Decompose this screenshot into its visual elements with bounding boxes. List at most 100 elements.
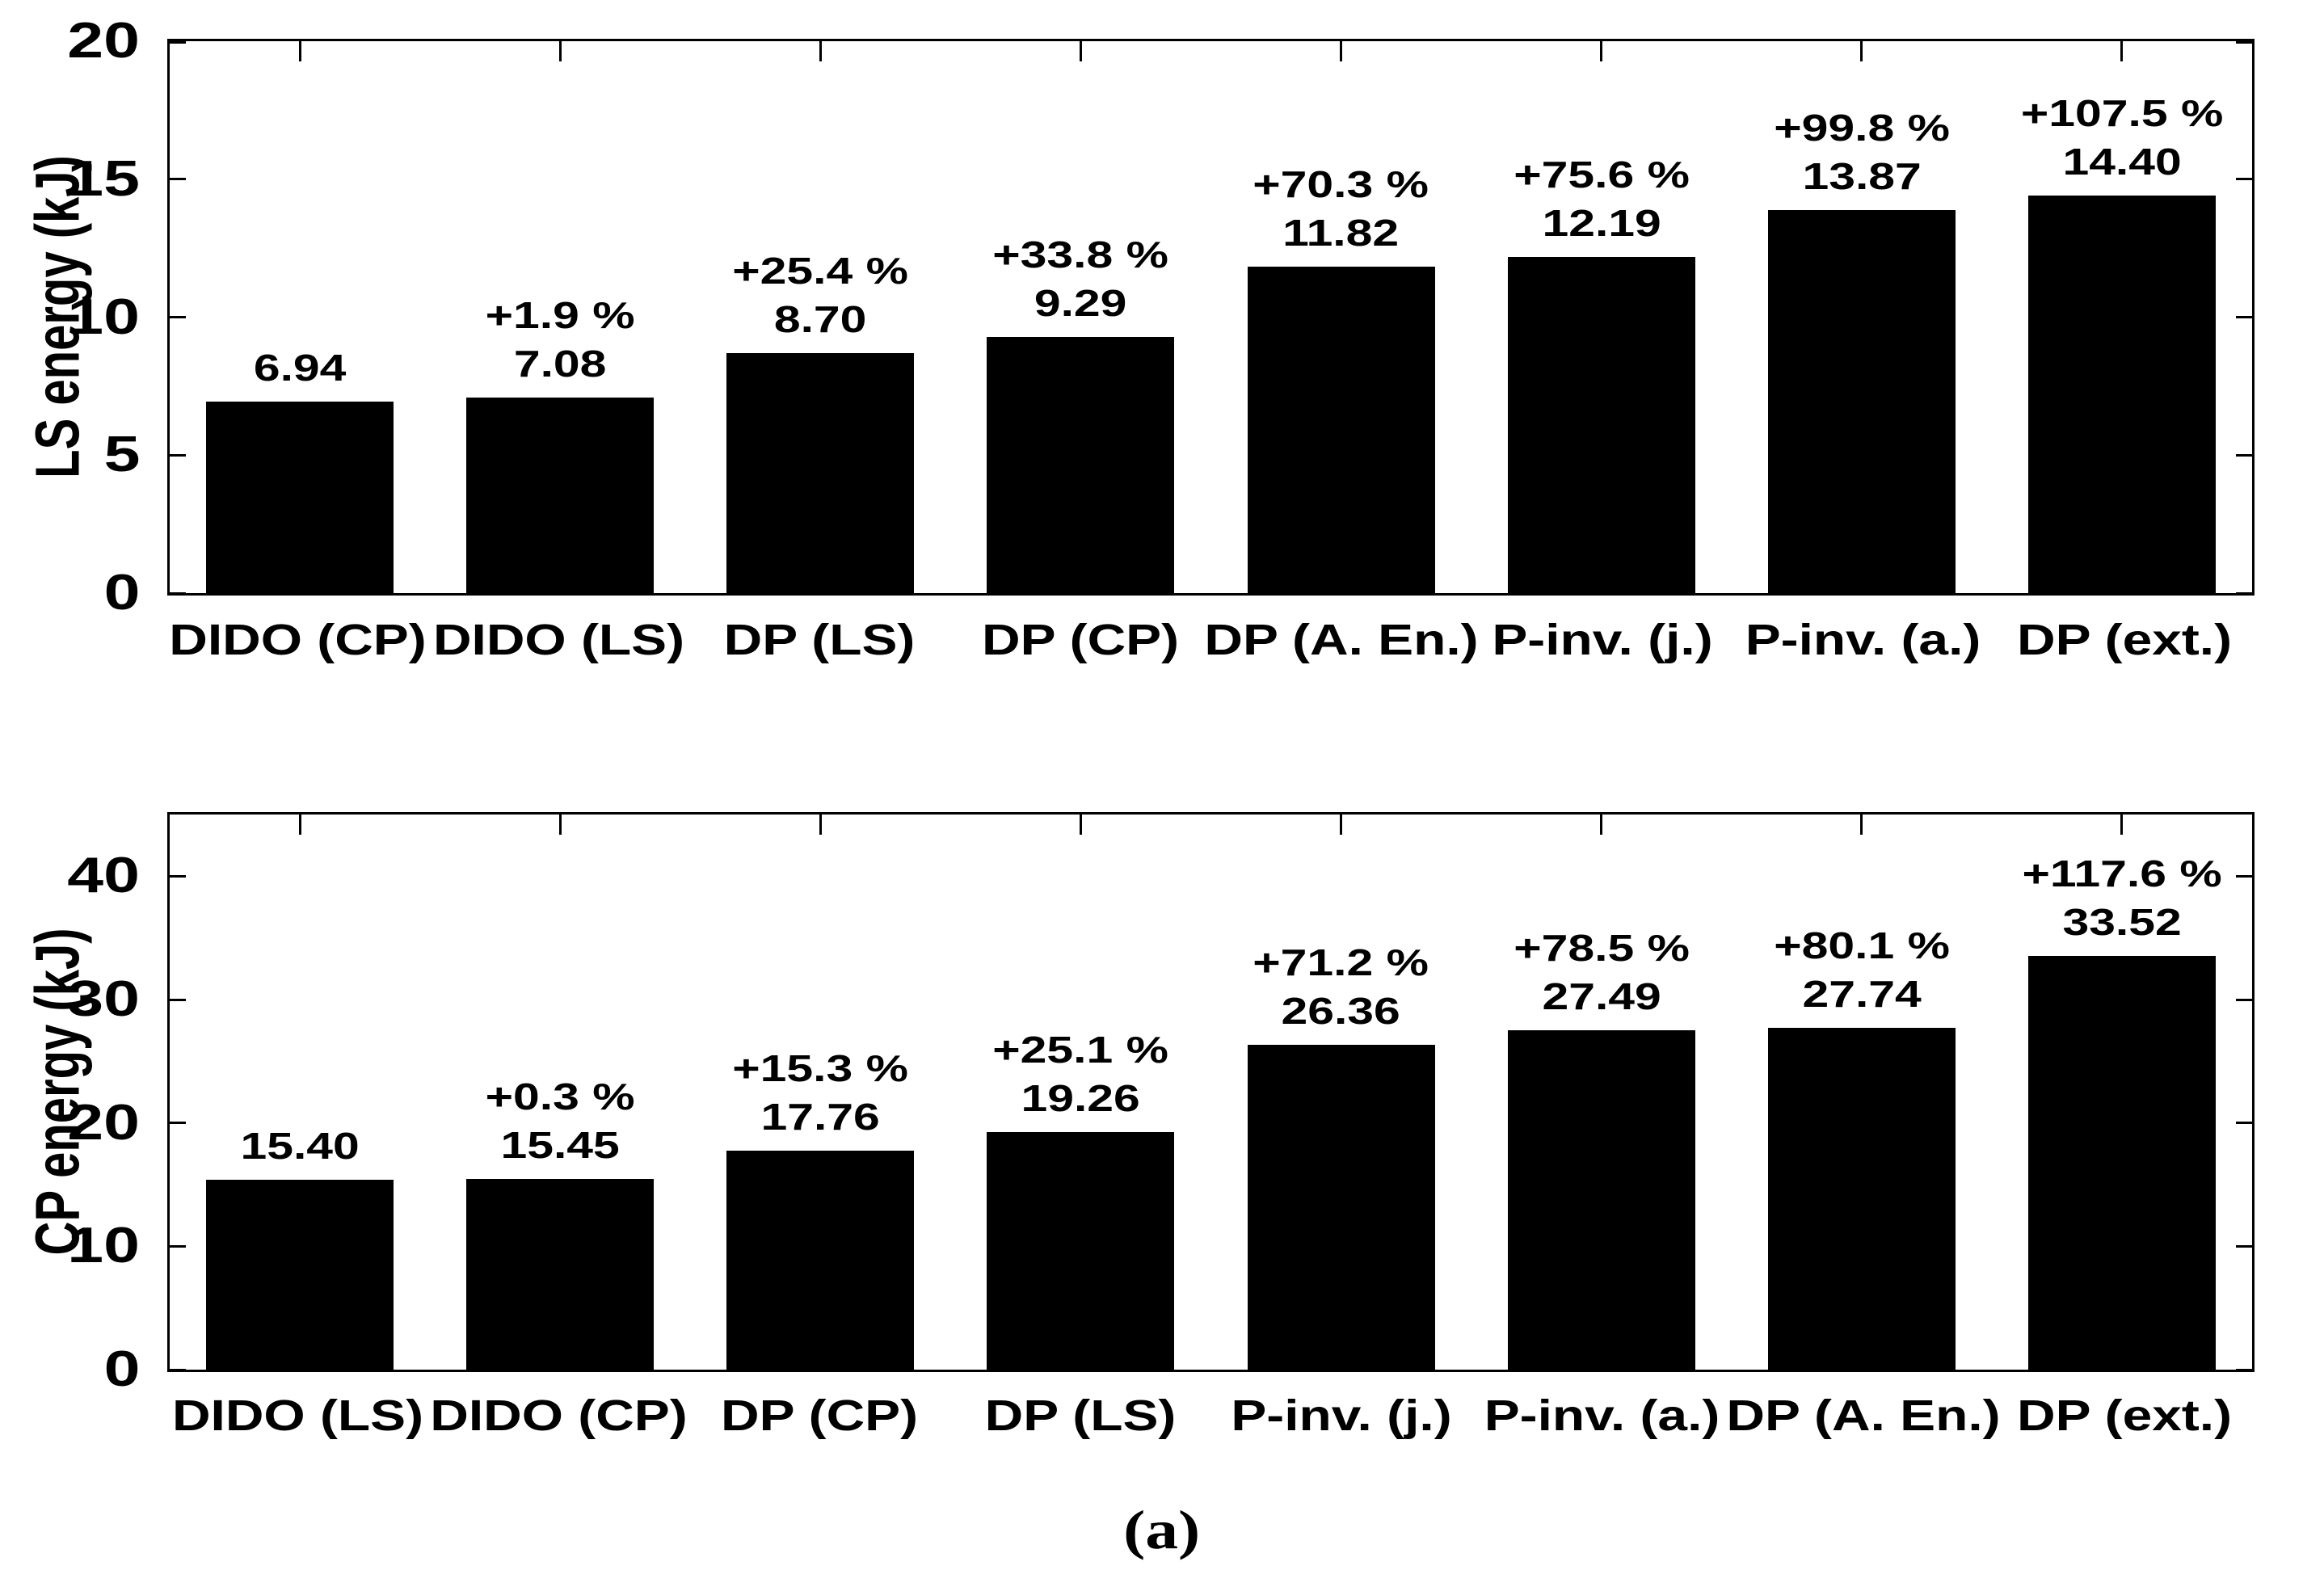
bar-percent-label: +15.3 %	[732, 1046, 909, 1089]
y-tick-label-text: 20	[67, 13, 140, 69]
bar-dido-cp	[206, 402, 394, 593]
x-tick-label: DP (CP)	[689, 1383, 950, 1448]
bar-label-stack: +70.3 % 11.82	[1080, 160, 1601, 257]
bar-dp-ls	[726, 352, 915, 593]
x-axis-category-labels: DIDO (CP) DIDO (LS) DP (LS) DP (CP) DP (A. E…	[167, 608, 2255, 672]
y-tick-label-text: 30	[67, 971, 140, 1027]
bar-dp-ext	[2027, 196, 2216, 593]
bar-slot: +70.3 % 11.82	[1211, 41, 1471, 593]
x-tick-label: DP (ext.)	[1994, 608, 2255, 672]
x-tick-label: DP (LS)	[950, 1383, 1211, 1448]
bar-value-label: 7.08	[513, 343, 607, 385]
bar-dido-cp	[466, 1179, 655, 1370]
bar-dp-ext	[2027, 956, 2216, 1370]
figure-caption: (a)	[0, 1498, 2324, 1562]
bar-percent-label: +71.2 %	[1253, 941, 1429, 983]
bar-slot: 15.40	[170, 815, 430, 1370]
bar-label-stack: +71.2 % 26.36	[1080, 938, 1601, 1035]
bar-value-label: 9.29	[1034, 281, 1127, 324]
bar-percent-label: +99.8 %	[1773, 107, 1950, 149]
top-x-tick-mark	[1340, 41, 1343, 61]
y-tick-label: 10	[35, 285, 140, 350]
y-tick-label: 20	[35, 9, 140, 74]
x-tick-label-text: DIDO (CP)	[430, 1391, 688, 1440]
top-x-tick-mark	[819, 815, 822, 835]
bar-value-label: 33.52	[2062, 901, 2182, 944]
y-tick-label: 0	[35, 561, 140, 625]
bar-row: 6.94 +1.9 % 7.08 +25.4 % 8.70 +33.8 % 9.29 +70.…	[170, 41, 2252, 593]
x-tick-label: DP (A. En.)	[1726, 1383, 2000, 1448]
y-tick-label-text: 15	[67, 150, 140, 207]
bar-dp-a-en	[1247, 267, 1435, 593]
x-tick-label-text: DP (ext.)	[2016, 616, 2232, 664]
x-tick-label-text: DP (CP)	[982, 616, 1180, 664]
left-y-tick-mark	[170, 1368, 186, 1371]
bar-p-inv-a	[1767, 210, 1956, 593]
y-tick-label-text: 5	[103, 427, 140, 483]
top-x-tick-mark	[558, 815, 562, 835]
right-y-tick-mark	[2236, 1244, 2252, 1248]
cp-energy-chart-plot-area: 0 10 20 30 40 15.40 +0.3 % 15.45 +15.3 % 17.76 +25…	[67, 812, 2255, 1397]
top-x-tick-mark	[2120, 41, 2124, 61]
left-y-tick-mark	[170, 591, 186, 595]
bar-label-stack: +33.8 % 9.29	[820, 230, 1341, 327]
y-tick-label: 0	[35, 1337, 140, 1402]
right-y-tick-mark	[2236, 453, 2252, 457]
x-tick-label-text: DP (CP)	[721, 1391, 919, 1440]
x-tick-label: DIDO (CP)	[428, 1383, 689, 1448]
bar-value-label: 8.70	[774, 297, 867, 340]
left-y-tick-mark	[170, 453, 186, 457]
y-tick-label-text: 10	[67, 1218, 140, 1274]
bar-label-stack: 15.40	[40, 1122, 560, 1170]
bar-value-label: 15.45	[500, 1124, 620, 1167]
bar-label-stack: 6.94	[40, 343, 560, 392]
bar-dp-cp	[987, 336, 1175, 593]
bar-value-label: 26.36	[1281, 989, 1401, 1032]
right-y-tick-mark	[2236, 316, 2252, 318]
bar-dido-ls	[206, 1179, 394, 1370]
bar-slot: +33.8 % 9.29	[950, 41, 1210, 593]
x-tick-label-text: P-inv. (a.)	[1484, 1391, 1720, 1440]
y-tick-label: 15	[35, 147, 140, 212]
bar-dp-cp	[726, 1150, 915, 1370]
right-y-tick-mark	[2236, 591, 2252, 595]
top-x-tick-mark	[1600, 815, 1603, 835]
x-tick-label-text: DP (ext.)	[2016, 1391, 2232, 1440]
bar-value-label: 19.26	[1021, 1076, 1141, 1119]
left-y-tick-mark	[170, 41, 186, 44]
y-tick-label: 20	[35, 1091, 140, 1156]
left-y-tick-mark	[170, 998, 186, 1001]
bar-label-stack: +1.9 % 7.08	[300, 291, 820, 388]
x-tick-label-text: DP (A. En.)	[1204, 616, 1479, 664]
y-tick-label: 40	[35, 844, 140, 908]
y-tick-label-text: 40	[67, 848, 140, 904]
y-tick-label-text: 10	[67, 288, 140, 345]
bar-label-stack: +99.8 % 13.87	[1602, 103, 2122, 200]
x-tick-label-text: DIDO (LS)	[432, 616, 684, 664]
bar-label-stack: +25.4 % 8.70	[560, 246, 1080, 343]
top-x-tick-mark	[2120, 815, 2124, 835]
bar-label-stack: +0.3 % 15.45	[300, 1072, 820, 1169]
bar-slot: +1.9 % 7.08	[430, 41, 690, 593]
bar-slot: +25.4 % 8.70	[690, 41, 950, 593]
x-tick-label-text: P-inv. (j.)	[1231, 1391, 1452, 1440]
bar-percent-label: +78.5 %	[1513, 927, 1690, 970]
bar-percent-label: +0.3 %	[485, 1076, 635, 1118]
bar-dp-ls	[987, 1131, 1175, 1370]
right-y-tick-mark	[2236, 1368, 2252, 1371]
x-tick-label: DIDO (LS)	[428, 608, 689, 672]
left-y-tick-mark	[170, 178, 186, 181]
bar-dp-a-en	[1767, 1027, 1956, 1370]
left-y-tick-mark	[170, 1244, 186, 1248]
x-tick-label: P-inv. (j.)	[1211, 1383, 1472, 1448]
bar-label-stack: +78.5 % 27.49	[1341, 924, 1862, 1021]
bar-value-label: 27.74	[1802, 972, 1922, 1015]
bar-percent-label: +70.3 %	[1253, 163, 1429, 206]
top-x-tick-mark	[1079, 41, 1082, 61]
bar-percent-label: +80.1 %	[1773, 924, 1950, 966]
bar-value-label: 6.94	[253, 347, 347, 389]
left-y-tick-mark	[170, 316, 186, 318]
x-tick-label-text: P-inv. (j.)	[1492, 616, 1713, 664]
top-x-tick-mark	[298, 41, 301, 61]
bar-value-label: 15.40	[240, 1124, 360, 1167]
